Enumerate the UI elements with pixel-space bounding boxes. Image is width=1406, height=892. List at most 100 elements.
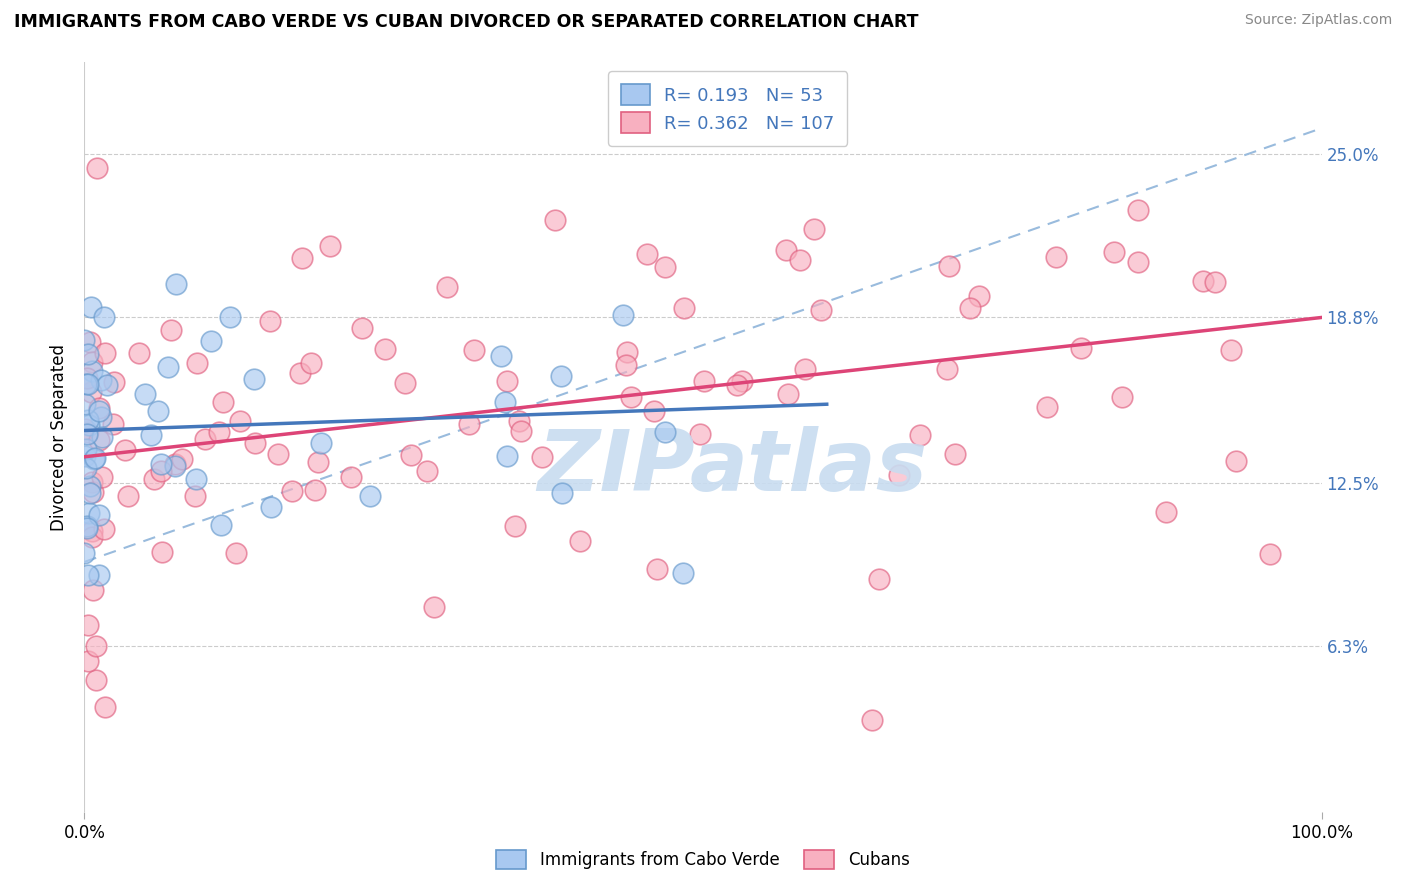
Point: [374, 343, 396, 357]
Point: [208, 425, 231, 439]
Point: [242, 372, 264, 386]
Point: [157, 360, 180, 375]
Point: [211, 394, 233, 409]
Point: [508, 414, 530, 428]
Point: [778, 387, 800, 401]
Point: [93, 522, 115, 536]
Point: [340, 470, 363, 484]
Point: [73, 397, 96, 411]
Point: [725, 377, 748, 392]
Point: [267, 447, 290, 461]
Point: [114, 442, 136, 457]
Point: [730, 374, 752, 388]
Point: [550, 368, 572, 383]
Point: [299, 356, 322, 370]
Point: [1154, 505, 1177, 519]
Point: [243, 435, 266, 450]
Point: [463, 343, 485, 358]
Point: [80, 385, 103, 400]
Point: [218, 310, 240, 324]
Point: [150, 545, 173, 559]
Point: [291, 252, 314, 266]
Point: [489, 349, 512, 363]
Point: [76, 521, 98, 535]
Point: [73, 422, 96, 436]
Point: [1036, 400, 1059, 414]
Point: [689, 427, 711, 442]
Point: [959, 301, 981, 315]
Point: [260, 500, 283, 514]
Point: [200, 334, 222, 349]
Text: Source: ZipAtlas.com: Source: ZipAtlas.com: [1244, 13, 1392, 28]
Point: [149, 457, 172, 471]
Point: [79, 335, 101, 350]
Point: [79, 506, 101, 520]
Point: [101, 417, 124, 431]
Point: [510, 424, 533, 438]
Point: [789, 252, 811, 267]
Point: [193, 433, 215, 447]
Point: [76, 370, 98, 384]
Point: [967, 288, 990, 302]
Point: [184, 489, 207, 503]
Point: [352, 321, 374, 335]
Point: [569, 533, 592, 548]
Point: [643, 404, 665, 418]
Legend: R= 0.193   N= 53, R= 0.362   N= 107: R= 0.193 N= 53, R= 0.362 N= 107: [609, 71, 848, 145]
Point: [87, 434, 110, 448]
Point: [319, 239, 342, 253]
Point: [1045, 250, 1067, 264]
Point: [671, 566, 693, 580]
Point: [423, 600, 446, 615]
Point: [614, 358, 637, 372]
Point: [1128, 255, 1150, 269]
Point: [281, 483, 304, 498]
Point: [457, 417, 479, 432]
Point: [1070, 341, 1092, 355]
Point: [259, 314, 281, 328]
Point: [75, 377, 97, 392]
Point: [80, 475, 103, 489]
Point: [93, 346, 115, 360]
Point: [496, 449, 519, 463]
Point: [77, 417, 100, 432]
Point: [73, 333, 96, 347]
Point: [82, 530, 104, 544]
Point: [86, 161, 108, 175]
Point: [76, 426, 98, 441]
Point: [307, 455, 329, 469]
Point: [654, 260, 676, 274]
Point: [90, 430, 112, 444]
Y-axis label: Divorced or Separated: Divorced or Separated: [51, 343, 69, 531]
Point: [83, 452, 105, 467]
Point: [1204, 275, 1226, 289]
Point: [494, 395, 516, 409]
Text: ZIP: ZIP: [537, 425, 695, 508]
Point: [1126, 202, 1149, 217]
Point: [304, 483, 326, 497]
Point: [186, 356, 208, 370]
Text: IMMIGRANTS FROM CABO VERDE VS CUBAN DIVORCED OR SEPARATED CORRELATION CHART: IMMIGRANTS FROM CABO VERDE VS CUBAN DIVO…: [14, 13, 918, 31]
Point: [1225, 454, 1247, 468]
Point: [399, 448, 422, 462]
Point: [636, 247, 658, 261]
Point: [91, 469, 114, 483]
Point: [654, 425, 676, 439]
Point: [84, 640, 107, 654]
Point: [80, 355, 103, 369]
Point: [82, 485, 104, 500]
Point: [775, 244, 797, 258]
Point: [616, 345, 638, 359]
Point: [229, 414, 252, 428]
Point: [551, 486, 574, 500]
Point: [134, 386, 156, 401]
Point: [810, 303, 832, 318]
Point: [79, 486, 101, 500]
Point: [82, 364, 104, 378]
Point: [209, 517, 232, 532]
Point: [75, 442, 97, 457]
Point: [184, 471, 207, 485]
Point: [938, 259, 960, 273]
Point: [908, 428, 931, 442]
Point: [139, 428, 162, 442]
